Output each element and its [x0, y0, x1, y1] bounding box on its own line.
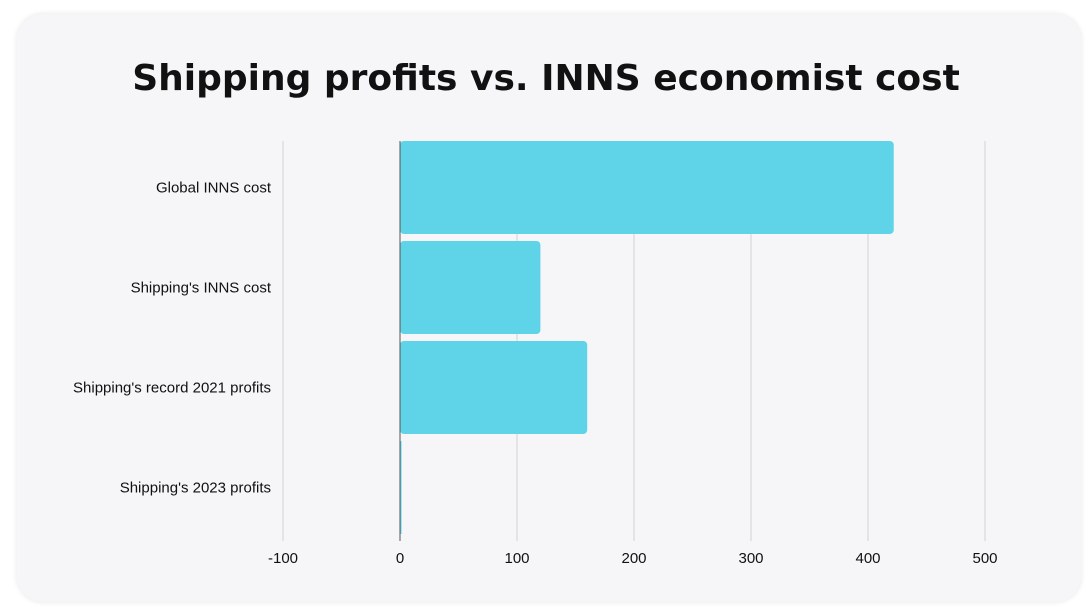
bar	[400, 341, 588, 434]
x-tick-label: 400	[855, 550, 880, 567]
x-tick-label: 300	[738, 550, 763, 567]
bar	[400, 141, 894, 234]
category-label: Global INNS cost	[156, 180, 272, 197]
bar	[400, 441, 402, 534]
x-tick-labels: -100 0 100 200 300 400 500	[268, 550, 998, 567]
x-tick-label: 0	[396, 550, 404, 567]
x-tick-label: -100	[268, 550, 298, 567]
bars	[400, 141, 894, 534]
category-label: Shipping's 2023 profits	[120, 480, 271, 497]
x-tick-label: 100	[504, 550, 529, 567]
category-label: Shipping's record 2021 profits	[73, 380, 271, 397]
category-label: Shipping's INNS cost	[131, 280, 272, 297]
category-labels: Global INNS cost Shipping's INNS cost Ship…	[73, 180, 272, 497]
x-tick-label: 500	[972, 550, 997, 567]
chart-title: Shipping profits vs. INNS economist cost	[132, 58, 960, 99]
bar	[400, 241, 541, 334]
x-tick-label: 200	[621, 550, 646, 567]
chart-card	[17, 14, 1081, 602]
